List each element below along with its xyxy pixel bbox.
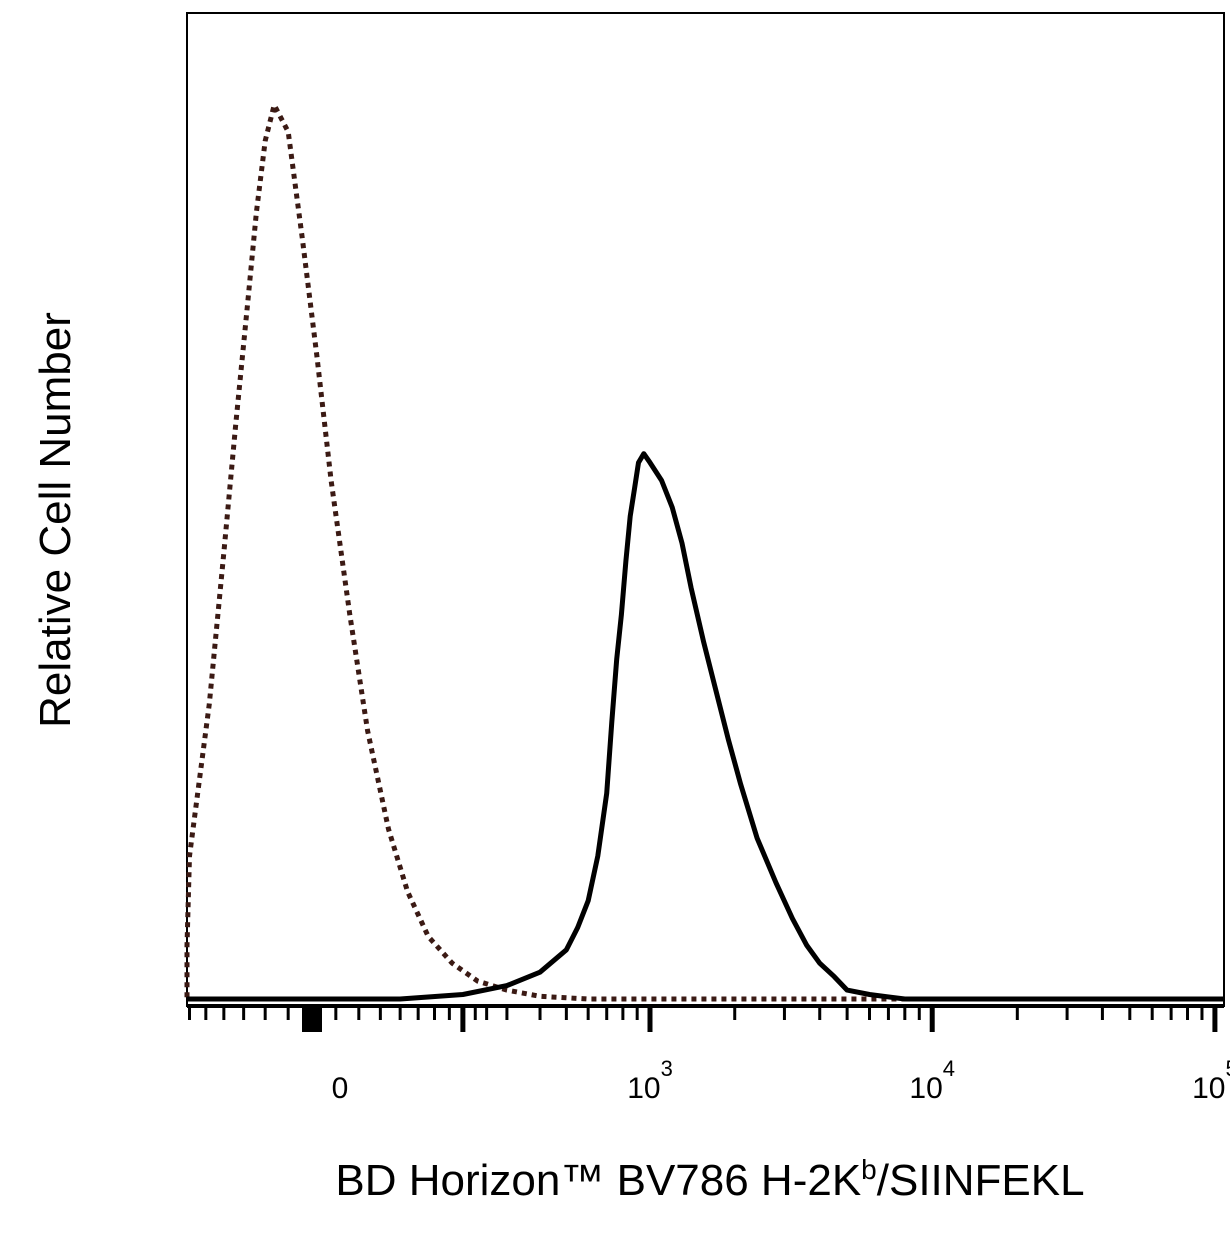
x-axis-ticks	[187, 1006, 1218, 1032]
series-dotted-line	[184, 102, 1224, 1002]
x-tick-labels: 0 103 104 105	[332, 1056, 1230, 1105]
y-axis-label: Relative Cell Number	[31, 312, 80, 728]
x-tick-label: 105	[1192, 1056, 1230, 1105]
x-tick-label: 0	[332, 1072, 349, 1105]
series-group	[184, 102, 1224, 1002]
x-axis-label-superscript: b	[861, 1154, 877, 1185]
x-axis-label-suffix: /SIINFEKL	[876, 1156, 1085, 1205]
x-tick-label: 103	[627, 1056, 673, 1105]
series-solid-line	[187, 451, 1224, 1002]
x-axis-label-prefix: BD Horizon™ BV786 H-2K	[335, 1156, 862, 1205]
x-zero-tick-block	[302, 1006, 322, 1032]
plot-frame	[186, 12, 1225, 1007]
x-axis-label: BD Horizon™ BV786 H-2Kb/SIINFEKL	[335, 1154, 1084, 1206]
x-tick-label: 104	[909, 1056, 955, 1105]
